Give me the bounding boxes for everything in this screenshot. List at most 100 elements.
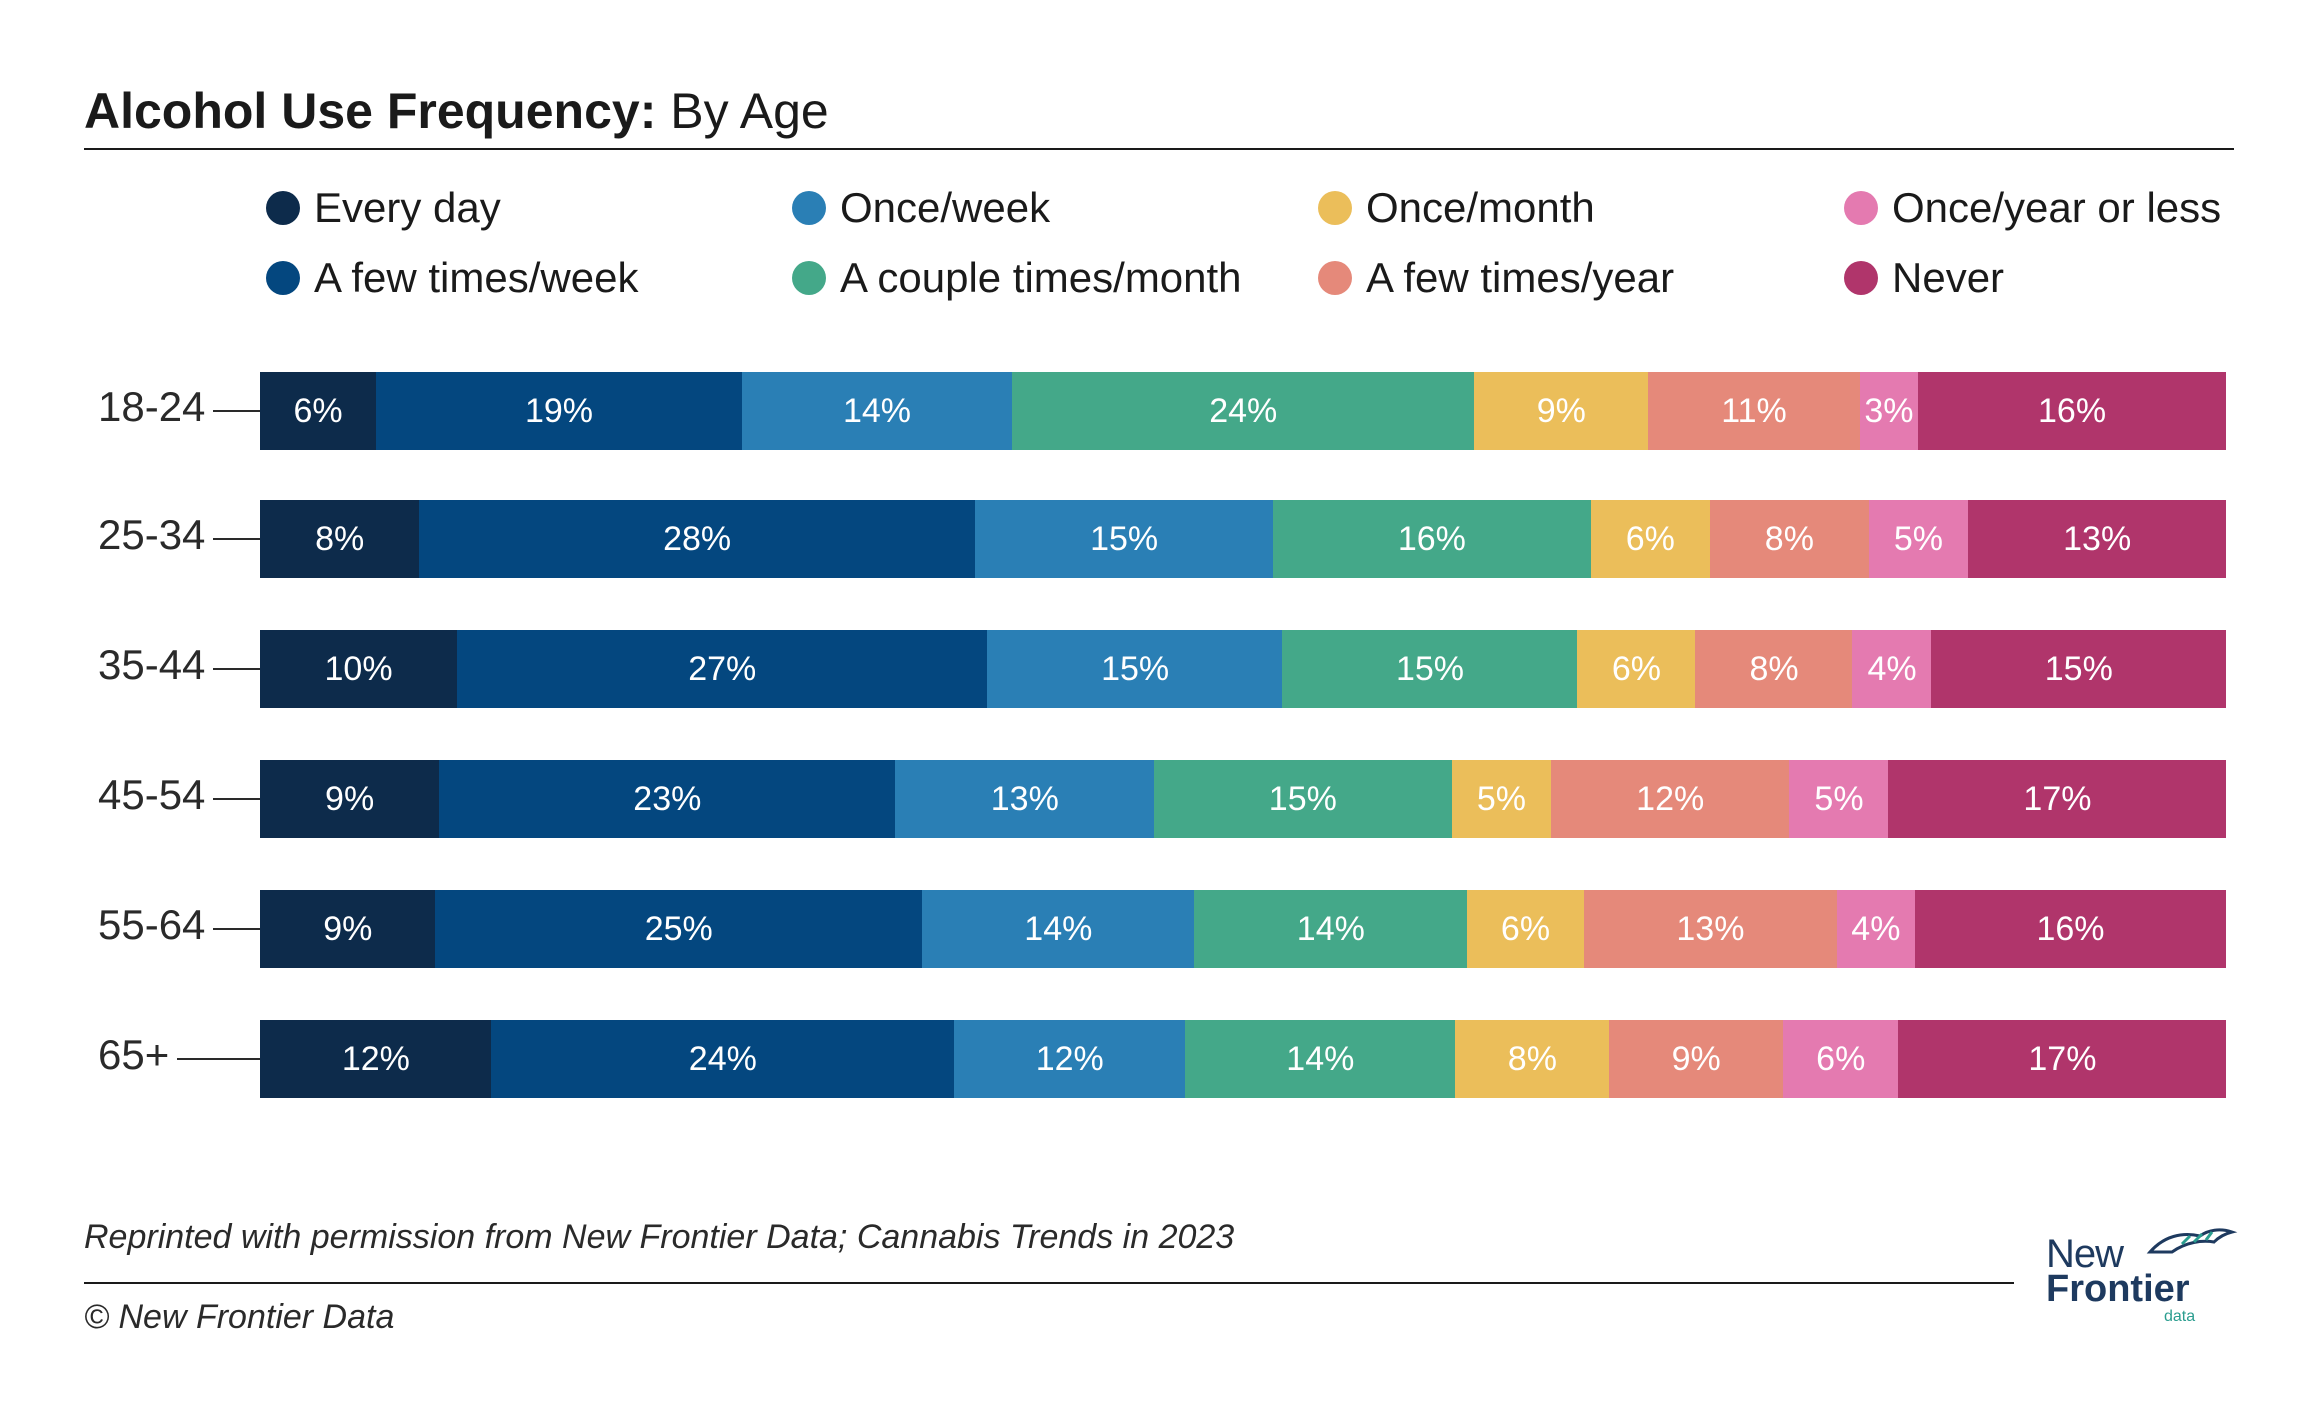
data-label: 12% <box>341 1039 410 1078</box>
bar-segment: 17% <box>1898 1020 2227 1098</box>
category-label: 25-34 <box>98 511 206 558</box>
logo-text-new: New <box>2046 1232 2124 1276</box>
legend-item: A couple times/month <box>792 248 1242 308</box>
bar-segment: 19% <box>375 372 743 450</box>
category-label: 35-44 <box>98 641 206 688</box>
bar-segment: 15% <box>1931 630 2227 708</box>
data-label: 15% <box>1101 649 1170 688</box>
logo-text-frontier: Frontier <box>2046 1268 2190 1310</box>
legend-item: Never <box>1844 248 2004 308</box>
bar-segment: 16% <box>1917 372 2227 450</box>
data-label: 24% <box>1209 391 1278 430</box>
bar-segment: 12% <box>260 1020 492 1098</box>
legend-label: Once/week <box>840 184 1051 231</box>
data-label: 12% <box>1636 779 1705 818</box>
category-label: 55-64 <box>98 901 206 948</box>
legend-swatch <box>1318 261 1352 295</box>
chart-title-bold: Alcohol Use Frequency: <box>84 83 657 139</box>
data-label: 27% <box>688 649 757 688</box>
bar-segment: 23% <box>438 760 896 838</box>
category-tick <box>177 1058 260 1060</box>
bar-segment: 8% <box>1695 630 1853 708</box>
legend-label: Never <box>1892 254 2005 301</box>
bar-segment: 28% <box>418 500 976 578</box>
bar-segment: 5% <box>1789 760 1889 838</box>
data-label: 17% <box>2023 779 2092 818</box>
bar-segment: 10% <box>260 630 458 708</box>
bar-segment: 12% <box>1550 760 1790 838</box>
bar-segment: 5% <box>1451 760 1552 838</box>
data-label: 9% <box>1671 1039 1721 1078</box>
data-label: 15% <box>1090 519 1159 558</box>
data-label: 14% <box>1024 909 1093 948</box>
data-label: 15% <box>2044 649 2113 688</box>
new-frontier-logo: New Frontier data <box>2046 1222 2238 1326</box>
data-label: 8% <box>315 519 365 558</box>
legend-item: Once/week <box>792 178 1050 238</box>
data-label: 9% <box>323 909 373 948</box>
data-label: 9% <box>1536 391 1586 430</box>
chart-title-rest: By Age <box>656 83 829 139</box>
bar-segment: 6% <box>1590 500 1711 578</box>
bar-segment: 13% <box>895 760 1155 838</box>
bar-segment: 9% <box>1609 1020 1784 1098</box>
legend-label: Once/month <box>1366 184 1595 231</box>
bar-segment: 14% <box>741 372 1013 450</box>
legend-swatch <box>792 261 826 295</box>
data-label: 23% <box>633 779 702 818</box>
bar-segment: 5% <box>1868 500 1969 578</box>
bar-segment: 24% <box>491 1020 955 1098</box>
data-label: 14% <box>1286 1039 1355 1078</box>
data-label: 6% <box>1816 1039 1866 1078</box>
data-label: 5% <box>1893 519 1943 558</box>
bar-segment: 4% <box>1836 890 1916 968</box>
category-tick <box>213 668 260 670</box>
data-label: 5% <box>1476 779 1526 818</box>
bar-segment: 16% <box>1914 890 2227 968</box>
category-label: 18-24 <box>98 383 206 430</box>
data-label: 13% <box>1676 909 1745 948</box>
data-label: 14% <box>1296 909 1365 948</box>
data-label: 14% <box>842 391 912 430</box>
data-label: 16% <box>1397 519 1466 558</box>
data-label: 24% <box>688 1039 757 1078</box>
copyright-note: © New Frontier Data <box>84 1298 395 1336</box>
data-label: 12% <box>1035 1039 1104 1078</box>
bar-segment: 3% <box>1859 372 1919 450</box>
bar-segment: 8% <box>260 500 420 578</box>
data-label: 19% <box>524 391 594 430</box>
bar-segment: 25% <box>435 890 923 968</box>
data-label: 3% <box>1864 391 1914 430</box>
data-label: 9% <box>325 779 375 818</box>
category-tick <box>213 928 260 930</box>
bar-segment: 15% <box>1282 630 1578 708</box>
data-label: 11% <box>1721 391 1787 430</box>
bar-segment: 27% <box>456 630 988 708</box>
bar-segment: 6% <box>260 372 377 450</box>
bar-segment: 14% <box>1194 890 1468 968</box>
legend-label: A few times/week <box>314 254 639 301</box>
bar-segment: 9% <box>1474 372 1649 450</box>
data-label: 13% <box>990 779 1059 818</box>
category-tick <box>213 410 260 412</box>
category-tick <box>213 798 260 800</box>
chart-title: Alcohol Use Frequency: By Age <box>84 78 829 144</box>
bar-segment: 6% <box>1466 890 1585 968</box>
category-label: 65+ <box>98 1031 170 1078</box>
bar-segment: 13% <box>1583 890 1838 968</box>
data-label: 4% <box>1851 909 1901 948</box>
bar-segment: 12% <box>953 1020 1186 1098</box>
bar-segment: 14% <box>921 890 1195 968</box>
data-label: 25% <box>644 909 713 948</box>
logo-mark-icon <box>2146 1228 2238 1254</box>
data-label: 13% <box>2063 519 2132 558</box>
legend-item: A few times/year <box>1318 248 1674 308</box>
bar-segment: 15% <box>974 500 1274 578</box>
legend-swatch <box>792 191 826 225</box>
bar-segment: 24% <box>1011 372 1475 450</box>
bar-segment: 14% <box>1185 1020 1456 1098</box>
data-label: 4% <box>1867 649 1917 688</box>
data-label: 8% <box>1507 1039 1557 1078</box>
category-label: 45-54 <box>98 771 206 818</box>
